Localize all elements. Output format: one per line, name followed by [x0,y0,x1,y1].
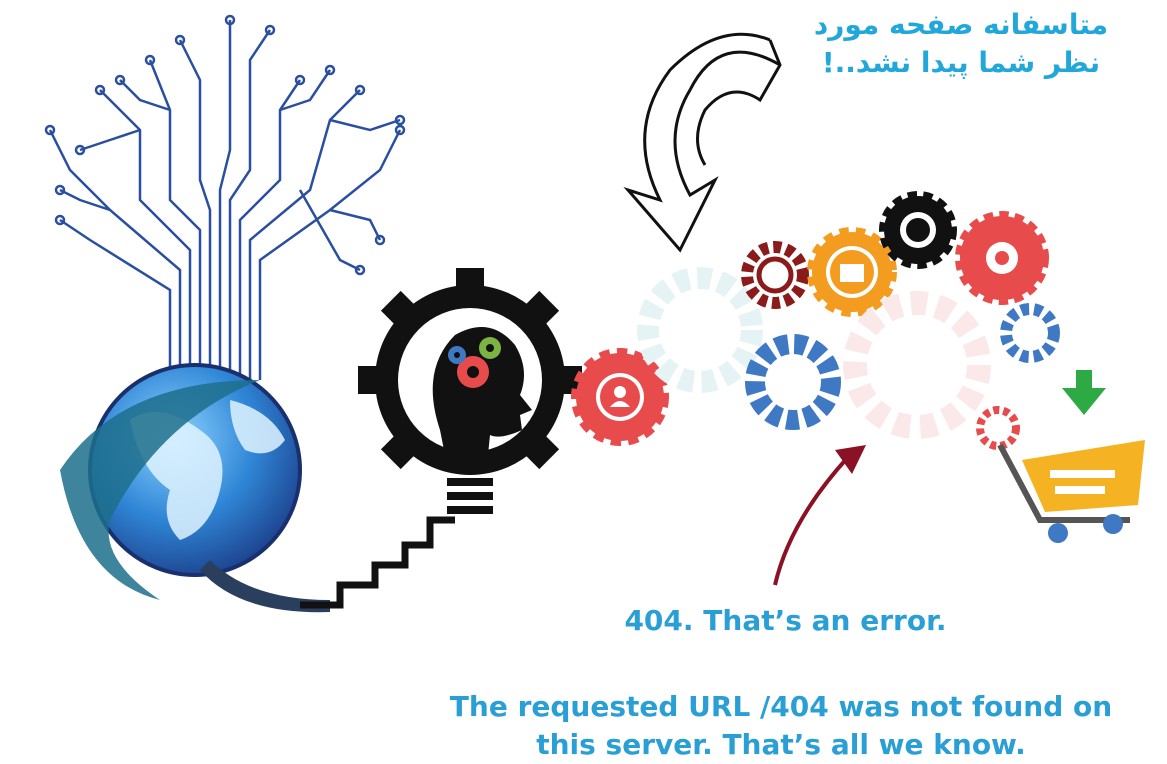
gear-red-small-icon [976,406,1020,450]
error-title: 404. That’s an error. [624,604,947,637]
gear-blue-icon [745,334,841,430]
stairs-icon [300,516,455,609]
error-line-1: The requested URL /404 was not found on [449,690,1113,723]
lightbulb-head-icon [358,268,582,514]
gear-orange-briefcase-icon [807,227,897,317]
persian-line-2: نظر شما پیدا نشد..! [821,46,1101,79]
download-arrow-icon [1062,370,1106,415]
gear-darkred-icon [741,241,809,309]
shopping-cart-icon [997,440,1145,543]
gear-red-user-icon [571,348,669,446]
persian-message: متاسفانه صفحه مورد نظر شما پیدا نشد..! [781,6,1141,82]
gear-red-large-icon [955,211,1049,305]
sketch-arrow-icon [623,32,782,253]
gear-black-icon [879,191,957,269]
globe-icon [60,363,330,613]
gear-blue-small-icon [1000,303,1060,363]
circuit-tree-icon [44,14,406,380]
maroon-arrow-icon [773,445,866,586]
gear-faint-pink-icon [843,291,991,439]
gear-faint-cyan-icon [637,267,763,393]
persian-line-1: متاسفانه صفحه مورد [813,8,1109,41]
error-line-2: this server. That’s all we know. [536,728,1026,761]
error-message: The requested URL /404 was not found on … [395,688,1167,764]
